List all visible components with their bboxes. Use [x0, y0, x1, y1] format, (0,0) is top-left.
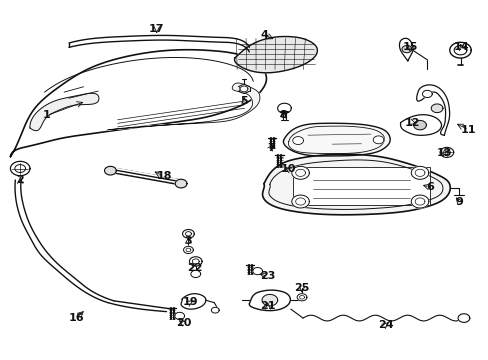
Polygon shape	[30, 93, 99, 131]
Text: 19: 19	[183, 297, 198, 307]
Text: 17: 17	[149, 24, 164, 35]
Polygon shape	[430, 104, 442, 113]
Text: 18: 18	[156, 171, 171, 181]
Text: 25: 25	[294, 283, 309, 293]
Text: 7: 7	[267, 143, 275, 153]
Text: 13: 13	[436, 148, 451, 158]
Bar	[293, 167, 429, 205]
Polygon shape	[410, 166, 428, 179]
Polygon shape	[189, 257, 202, 266]
Polygon shape	[401, 45, 411, 53]
Text: 3: 3	[184, 236, 192, 246]
Polygon shape	[457, 314, 469, 322]
Polygon shape	[262, 154, 449, 215]
Text: 16: 16	[68, 313, 84, 323]
Polygon shape	[416, 85, 449, 135]
Text: 21: 21	[260, 301, 275, 311]
Polygon shape	[10, 161, 30, 176]
Polygon shape	[190, 270, 200, 278]
Text: 24: 24	[377, 320, 393, 329]
Polygon shape	[10, 50, 266, 157]
Polygon shape	[449, 42, 470, 58]
Text: 8: 8	[279, 111, 287, 121]
Text: 10: 10	[280, 164, 295, 174]
Polygon shape	[283, 123, 389, 156]
Polygon shape	[292, 136, 303, 144]
Polygon shape	[291, 195, 309, 208]
Polygon shape	[291, 166, 309, 179]
Polygon shape	[297, 294, 306, 301]
Polygon shape	[400, 115, 441, 135]
Text: 4: 4	[260, 30, 267, 40]
Polygon shape	[372, 136, 383, 144]
Polygon shape	[240, 86, 247, 92]
Polygon shape	[410, 195, 428, 208]
Text: 1: 1	[43, 111, 51, 121]
Polygon shape	[439, 147, 453, 157]
Polygon shape	[104, 166, 116, 175]
Text: 9: 9	[454, 197, 462, 207]
Text: 2: 2	[16, 175, 24, 185]
Polygon shape	[175, 179, 186, 188]
Polygon shape	[399, 38, 412, 61]
Text: 11: 11	[460, 125, 476, 135]
Polygon shape	[249, 290, 290, 311]
Polygon shape	[277, 103, 291, 113]
Text: 14: 14	[453, 42, 468, 52]
Polygon shape	[108, 83, 260, 130]
Text: 6: 6	[425, 182, 433, 192]
Polygon shape	[181, 294, 205, 309]
Text: 15: 15	[402, 42, 417, 52]
Polygon shape	[182, 229, 194, 238]
Text: 12: 12	[404, 118, 420, 128]
Text: 20: 20	[176, 319, 191, 328]
Polygon shape	[413, 121, 426, 130]
Polygon shape	[422, 90, 431, 98]
Polygon shape	[234, 36, 317, 73]
Polygon shape	[211, 307, 219, 313]
Polygon shape	[174, 312, 184, 319]
Polygon shape	[252, 267, 262, 275]
Polygon shape	[183, 246, 193, 253]
Polygon shape	[262, 294, 277, 306]
Text: 22: 22	[186, 263, 202, 273]
Text: 5: 5	[240, 96, 248, 106]
Text: 23: 23	[259, 271, 275, 281]
